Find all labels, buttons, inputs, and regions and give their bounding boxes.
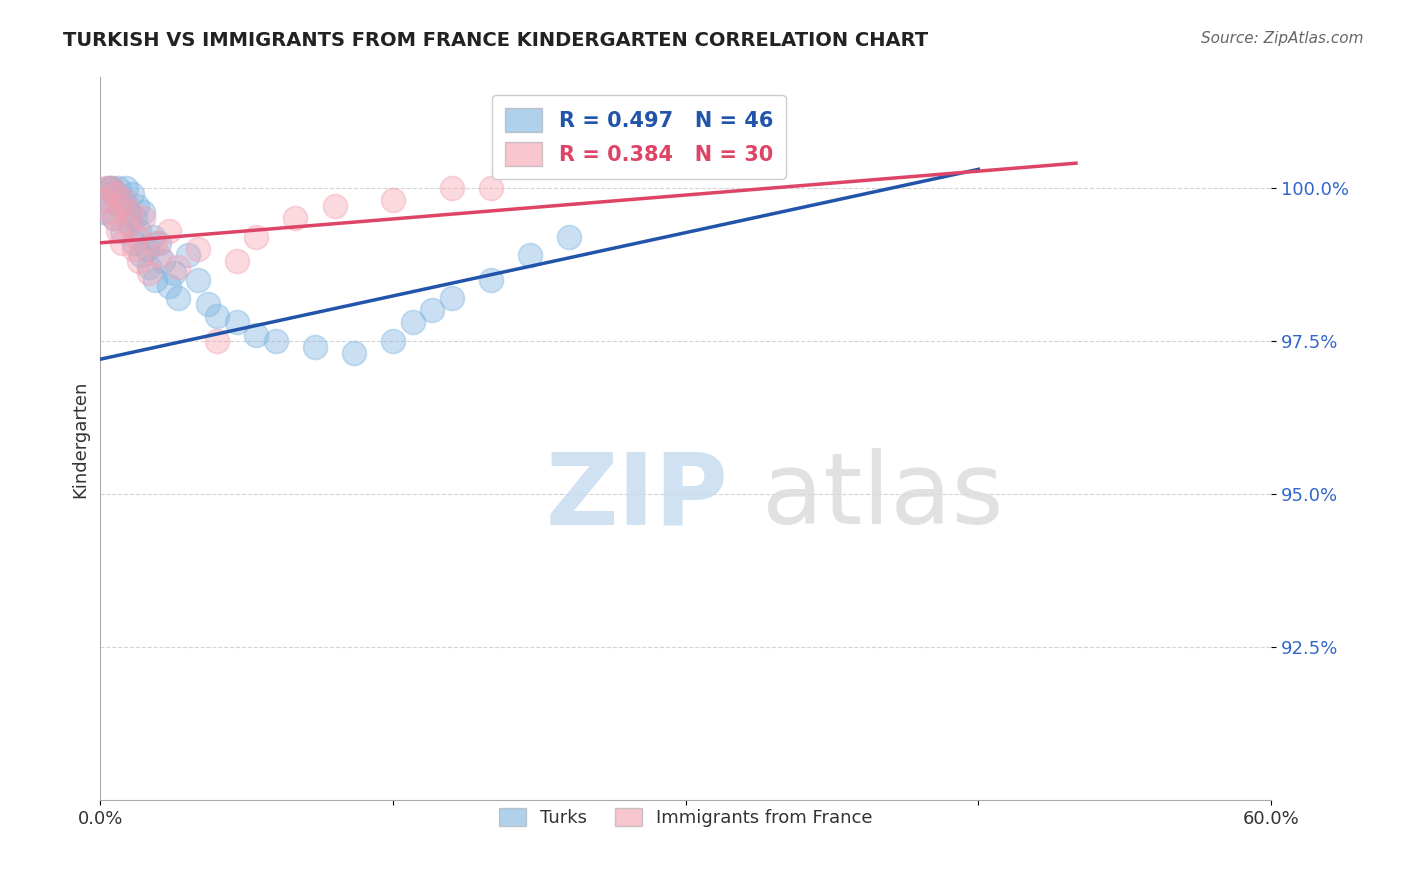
- Point: [138, 267, 160, 281]
- Point: [167, 260, 190, 275]
- Point: [136, 242, 159, 256]
- Point: [122, 242, 145, 256]
- Point: [117, 205, 139, 219]
- Point: [104, 186, 127, 201]
- Point: [96, 193, 118, 207]
- Point: [401, 315, 423, 329]
- Point: [132, 211, 155, 226]
- Point: [108, 199, 131, 213]
- Point: [117, 218, 139, 232]
- Point: [557, 229, 579, 244]
- Point: [226, 254, 249, 268]
- Point: [131, 248, 153, 262]
- Legend: Turks, Immigrants from France: Turks, Immigrants from France: [492, 801, 880, 835]
- Point: [128, 223, 150, 237]
- Point: [440, 291, 463, 305]
- Point: [143, 272, 166, 286]
- Point: [187, 272, 209, 286]
- Point: [103, 211, 125, 226]
- Point: [122, 235, 145, 250]
- Point: [163, 267, 186, 281]
- Point: [343, 346, 366, 360]
- Point: [148, 235, 170, 250]
- Point: [420, 303, 443, 318]
- Point: [207, 334, 229, 348]
- Point: [118, 205, 141, 219]
- Point: [284, 211, 307, 226]
- Point: [382, 193, 405, 207]
- Point: [114, 180, 136, 194]
- Point: [519, 248, 541, 262]
- Point: [138, 260, 160, 275]
- Point: [127, 229, 149, 244]
- Point: [440, 180, 463, 194]
- Point: [187, 242, 209, 256]
- Text: atlas: atlas: [762, 448, 1004, 545]
- Point: [264, 334, 287, 348]
- Point: [111, 235, 134, 250]
- Point: [142, 229, 165, 244]
- Point: [226, 315, 249, 329]
- Point: [382, 334, 405, 348]
- Point: [112, 193, 135, 207]
- Point: [107, 180, 129, 194]
- Point: [245, 229, 267, 244]
- Point: [152, 254, 174, 268]
- Point: [101, 180, 124, 194]
- Point: [157, 278, 180, 293]
- Point: [127, 199, 149, 213]
- Point: [101, 180, 124, 194]
- Point: [132, 205, 155, 219]
- Point: [121, 186, 143, 201]
- Text: Source: ZipAtlas.com: Source: ZipAtlas.com: [1201, 31, 1364, 46]
- Point: [98, 180, 121, 194]
- Point: [479, 272, 502, 286]
- Text: ZIP: ZIP: [546, 448, 728, 545]
- Point: [177, 248, 200, 262]
- Point: [104, 186, 127, 201]
- Point: [245, 327, 267, 342]
- Point: [148, 248, 170, 262]
- Point: [108, 199, 131, 213]
- Point: [118, 218, 141, 232]
- Point: [167, 291, 190, 305]
- Point: [93, 205, 115, 219]
- Text: TURKISH VS IMMIGRANTS FROM FRANCE KINDERGARTEN CORRELATION CHART: TURKISH VS IMMIGRANTS FROM FRANCE KINDER…: [63, 31, 928, 50]
- Point: [97, 180, 120, 194]
- Point: [98, 205, 121, 219]
- Point: [197, 297, 219, 311]
- Point: [157, 223, 180, 237]
- Point: [112, 193, 135, 207]
- Point: [107, 223, 129, 237]
- Point: [304, 340, 326, 354]
- Y-axis label: Kindergarten: Kindergarten: [72, 380, 89, 498]
- Point: [479, 180, 502, 194]
- Point: [103, 211, 125, 226]
- Point: [323, 199, 346, 213]
- Point: [143, 235, 166, 250]
- Point: [124, 211, 146, 226]
- Point: [111, 223, 134, 237]
- Point: [128, 254, 150, 268]
- Point: [96, 180, 118, 194]
- Point: [93, 193, 115, 207]
- Point: [207, 310, 229, 324]
